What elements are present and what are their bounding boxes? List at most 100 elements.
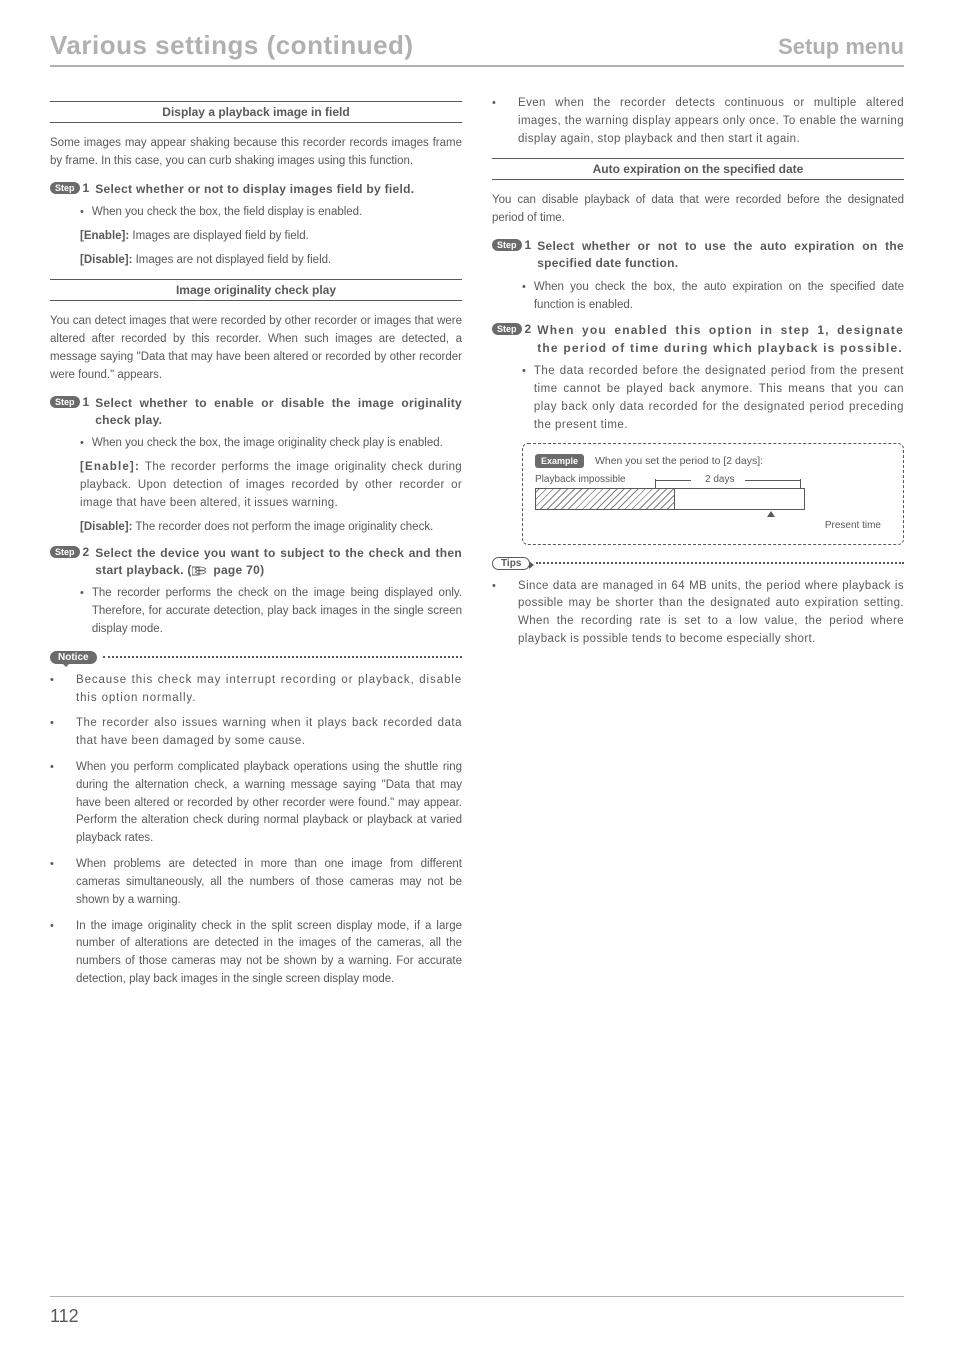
notice-item: • In the image originality check in the s… [50,918,462,989]
intro-text: You can detect images that were recorded… [50,313,462,384]
step-row: Step 1 Select whether to enable or disab… [50,395,462,430]
disable-label: [Disable]: [80,521,132,533]
bullet-dot: • [50,856,66,873]
bullet-dot: • [492,95,508,112]
notice-text: When you perform complicated playback op… [76,759,462,848]
notice-text: Even when the recorder detects continuou… [518,95,904,148]
page-header: Various settings (continued) Setup menu [50,30,904,67]
sub-text: The data recorded before the designated … [534,363,904,434]
notice-item: • Even when the recorder detects continuo… [492,95,904,148]
definition-enable: [Enable]: The recorder performs the imag… [80,459,462,512]
sub-row: • When you check the box, the field disp… [80,204,462,222]
step-badge: Step [492,323,522,335]
bullet-dot: • [80,585,84,602]
notice-item: • Because this check may interrupt record… [50,672,462,708]
step-text-a: Select the device you want to subject to… [95,546,462,577]
step-number: 1 [525,238,532,252]
step-number: 1 [83,181,90,195]
bullet-dot: • [522,279,526,296]
definition-enable: [Enable]: Images are displayed field by … [80,228,462,246]
enable-label: [Enable]: [80,230,129,242]
timeline-diagram: Playback impossible 2 days Present time [535,478,891,536]
intro-text: Some images may appear shaking because t… [50,135,462,171]
step-badge: Step [492,239,522,251]
bullet-dot: • [492,578,508,595]
definition-disable: [Disable]: Images are not displayed fiel… [80,252,462,270]
step-number: 2 [525,322,532,336]
bracket-line [655,480,691,481]
step-number: 1 [83,395,90,409]
example-badge: Example [535,454,584,468]
header-title-right: Setup menu [778,34,904,60]
example-box: Example When you set the period to [2 da… [522,443,904,545]
hatched-region [535,488,675,510]
notice-header: Notice [50,651,462,664]
step-number: 2 [83,545,90,559]
step-text-b: page 70) [210,563,265,577]
notice-text: The recorder also issues warning when it… [76,715,462,751]
notice-item: • When problems are detected in more than… [50,856,462,909]
dotted-line [536,562,904,564]
notice-text: When problems are detected in more than … [76,856,462,909]
step-text: When you enabled this option in step 1, … [537,322,904,357]
bullet-dot: • [50,918,66,935]
example-text: When you set the period to [2 days]: [595,455,763,467]
enable-label: [Enable]: [80,461,140,473]
sub-row: • When you check the box, the image orig… [80,435,462,453]
sub-row: • When you check the box, the auto expir… [522,279,904,315]
clear-region [675,488,805,510]
step-row: Step 2 Select the device you want to sub… [50,545,462,580]
step-row: Step 1 Select whether or not to display … [50,181,462,198]
sub-text: When you check the box, the auto expirat… [534,279,904,315]
bullet-dot: • [80,435,84,452]
disable-text: Images are not displayed field by field. [132,254,331,266]
example-header: Example When you set the period to [2 da… [535,454,891,468]
bullet-dot: • [50,759,66,776]
reference-icon [192,566,210,576]
page-number: 112 [50,1306,79,1327]
step-row: Step 2 When you enabled this option in s… [492,322,904,357]
tips-text: Since data are managed in 64 MB units, t… [518,578,904,649]
two-days-label: 2 days [705,474,734,485]
disable-label: [Disable]: [80,254,132,266]
enable-text: Images are displayed field by field. [129,230,309,242]
tips-item: • Since data are managed in 64 MB units, … [492,578,904,649]
definition-disable: [Disable]: The recorder does not perform… [80,519,462,537]
sub-row: • The recorder performs the check on the… [80,585,462,638]
notice-item: • When you perform complicated playback o… [50,759,462,848]
sub-text: The recorder performs the check on the i… [92,585,462,638]
notice-text: In the image originality check in the sp… [76,918,462,989]
bullet-dot: • [80,204,84,221]
section-title-field-display: Display a playback image in field [50,101,462,123]
step-badge: Step [50,182,80,194]
playback-impossible-label: Playback impossible [535,474,626,485]
bracket-line [745,480,801,481]
bullet-dot: • [50,672,66,689]
sub-text: When you check the box, the field displa… [92,204,462,222]
notice-text: Because this check may interrupt recordi… [76,672,462,708]
dotted-line [103,656,462,658]
sub-text: When you check the box, the image origin… [92,435,462,453]
intro-text: You can disable playback of data that we… [492,192,904,228]
header-title-left: Various settings (continued) [50,30,414,61]
present-time-label: Present time [825,520,881,531]
bullet-dot: • [522,363,526,380]
footer-rule [50,1296,904,1297]
tips-badge: Tips [492,557,530,570]
step-badge: Step [50,546,80,558]
bullet-dot: • [50,715,66,732]
tips-header: Tips [492,557,904,570]
section-title-originality: Image originality check play [50,279,462,301]
disable-text: The recorder does not perform the image … [132,521,433,533]
section-title-auto-expiration: Auto expiration on the specified date [492,158,904,180]
step-text: Select the device you want to subject to… [95,545,462,580]
notice-item: • The recorder also issues warning when i… [50,715,462,751]
sub-row: • The data recorded before the designate… [522,363,904,434]
step-row: Step 1 Select whether or not to use the … [492,238,904,273]
right-column: • Even when the recorder detects continuo… [492,91,904,997]
step-text: Select whether to enable or disable the … [95,395,462,430]
notice-badge: Notice [50,651,97,664]
step-text: Select whether or not to display images … [95,181,462,198]
arrow-up-icon [767,511,775,517]
left-column: Display a playback image in field Some i… [50,91,462,997]
